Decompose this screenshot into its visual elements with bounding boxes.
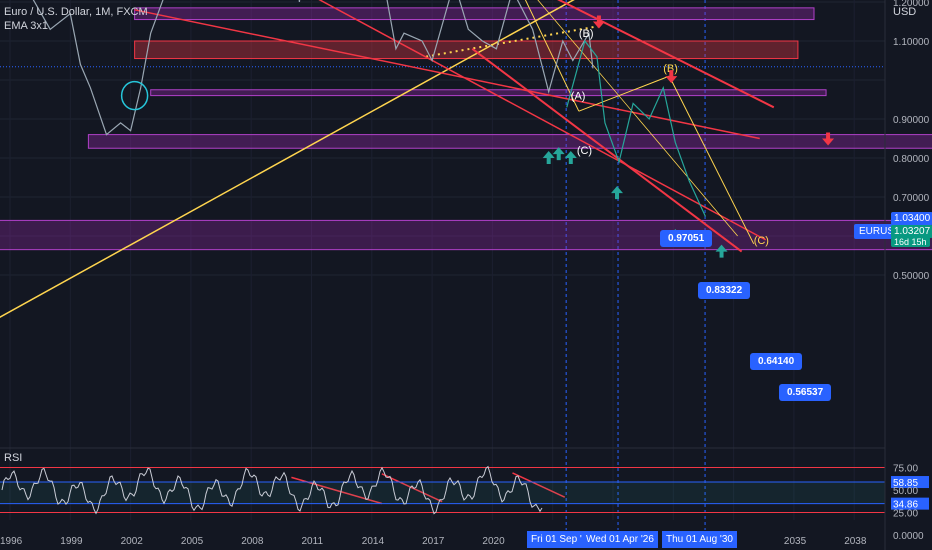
wave-label: (C) bbox=[577, 145, 592, 157]
price-tick: 0.50000 bbox=[893, 271, 930, 282]
price-tick: 1.10000 bbox=[893, 37, 930, 48]
wave-label: (B) bbox=[579, 28, 594, 40]
zone-4 bbox=[87, 134, 932, 149]
year-tick: 2017 bbox=[422, 536, 445, 547]
rsi-tick-bg bbox=[891, 476, 929, 489]
zone-2 bbox=[134, 40, 799, 60]
year-tick: 1996 bbox=[0, 536, 23, 547]
rsi-tick-bg bbox=[891, 497, 929, 510]
rsi-trend-line bbox=[512, 472, 566, 498]
symbol-title: Euro / U.S. Dollar, 1M, FXCM bbox=[4, 6, 148, 18]
down-arrow bbox=[592, 15, 605, 29]
wave-line bbox=[578, 75, 670, 112]
price-line-series bbox=[32, 0, 594, 136]
target-callout-1[interactable]: 0.97051 bbox=[660, 230, 713, 247]
wave-line bbox=[524, 0, 580, 112]
trend-lines bbox=[0, 0, 885, 505]
down-arrow bbox=[665, 70, 678, 84]
channel-upper bbox=[557, 0, 775, 109]
projection-line bbox=[537, 0, 738, 237]
currency-label: USD bbox=[893, 6, 917, 18]
indicator-label: EMA 3x1 bbox=[4, 20, 49, 32]
target-callout-2[interactable]: 0.83322 bbox=[698, 282, 751, 299]
year-tick: 2014 bbox=[362, 536, 385, 547]
fan-line bbox=[134, 9, 760, 140]
up-arrow bbox=[542, 151, 555, 164]
wave-label: (B) bbox=[663, 63, 678, 75]
rsi-tick: 58.85 bbox=[893, 478, 918, 489]
channel-lower bbox=[471, 48, 743, 253]
up-arrow bbox=[715, 244, 728, 258]
rsi-line bbox=[1, 465, 543, 515]
year-tick: 1999 bbox=[60, 536, 83, 547]
up-arrow bbox=[552, 147, 565, 161]
rsi-tick: 25.00 bbox=[893, 509, 918, 520]
wave-line bbox=[668, 75, 755, 245]
rsi-tick: 0.0000 bbox=[893, 531, 924, 542]
price-tick: 1.20000 bbox=[893, 0, 930, 9]
wave-label: (A) bbox=[571, 91, 586, 103]
long-trend-line bbox=[0, 0, 575, 318]
zone-1 bbox=[134, 7, 815, 21]
support-zones bbox=[0, 7, 932, 251]
year-tick: 2020 bbox=[482, 536, 505, 547]
down-arrow bbox=[822, 132, 835, 146]
year-tick: 2008 bbox=[241, 536, 264, 547]
zone-5 bbox=[0, 219, 932, 251]
rsi-tick: 50.00 bbox=[893, 486, 918, 497]
target-callout-3[interactable]: 0.64140 bbox=[750, 353, 803, 370]
date-box-2: Wed 01 Apr '26 bbox=[582, 531, 658, 548]
rsi-tick: 75.00 bbox=[893, 464, 918, 475]
up-arrow bbox=[611, 186, 624, 200]
line-price-tag: 1.03400 bbox=[891, 212, 932, 225]
current-price-tag: 1.03207 bbox=[891, 225, 932, 238]
price-series bbox=[0, 0, 885, 515]
year-tick: 2038 bbox=[844, 536, 867, 547]
wave-label: (C) bbox=[754, 235, 769, 247]
target-callout-4[interactable]: 0.56537 bbox=[779, 384, 832, 401]
forecast-path bbox=[566, 39, 707, 217]
up-arrow bbox=[564, 151, 577, 164]
price-tick: 0.70000 bbox=[893, 193, 930, 204]
year-tick: 2005 bbox=[181, 536, 204, 547]
highlight-circle bbox=[120, 80, 149, 111]
channel-parallel bbox=[318, 0, 767, 241]
countdown-tag: 16d 15h bbox=[891, 237, 930, 247]
rsi-label: RSI bbox=[4, 452, 23, 464]
zone-3 bbox=[150, 89, 827, 97]
price-tick: 0.80000 bbox=[893, 154, 930, 165]
year-tick: 2035 bbox=[784, 536, 807, 547]
date-box-1: Fri 01 Sep '23 bbox=[527, 531, 597, 548]
year-tick: 2011 bbox=[302, 536, 324, 547]
rsi-trend-line bbox=[381, 473, 443, 503]
annotation-marks: (A) (B) (C) (B) (C) bbox=[120, 15, 835, 258]
price-tick: 0.90000 bbox=[893, 115, 930, 126]
year-tick: 2002 bbox=[121, 536, 144, 547]
date-box-3: Thu 01 Aug '30 bbox=[662, 531, 737, 548]
rsi-tick: 34.86 bbox=[893, 500, 918, 511]
rsi-band bbox=[0, 482, 885, 504]
chart-grid bbox=[0, 0, 885, 530]
